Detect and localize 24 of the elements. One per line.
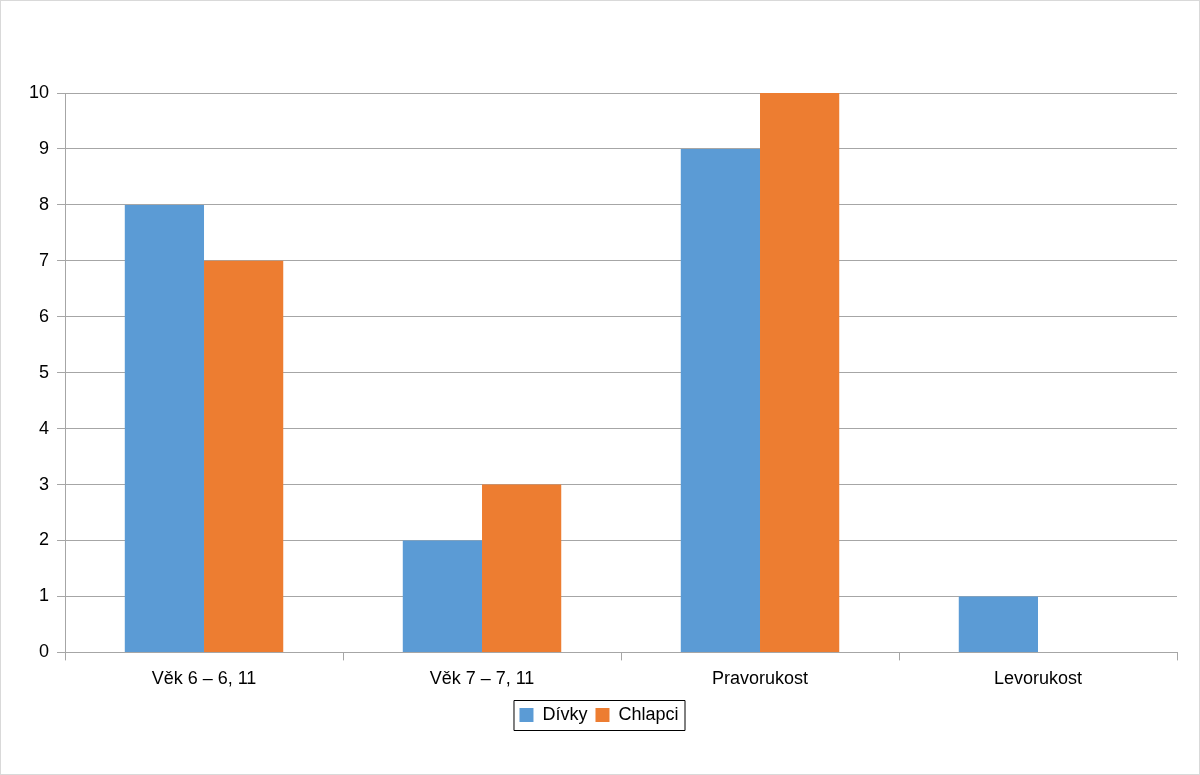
bar [958, 596, 1038, 652]
y-tick-label: 5 [39, 361, 50, 382]
y-tick-label: 2 [39, 529, 50, 550]
legend-label: Chlapci [618, 703, 679, 724]
bar [482, 484, 562, 652]
bar [402, 540, 483, 652]
bar [124, 204, 205, 652]
y-tick-label: 4 [39, 417, 50, 438]
y-tick-label: 7 [39, 249, 50, 270]
bar [760, 93, 840, 652]
y-tick-label: 0 [39, 641, 50, 662]
legend-label: Dívky [542, 703, 588, 724]
y-tick-label: 8 [39, 193, 50, 214]
x-tick-label: Levorukost [993, 668, 1083, 689]
y-tick-label: 6 [39, 305, 50, 326]
x-tick-label: Věk 7 – 7, 11 [429, 668, 535, 689]
y-tick-label: 3 [39, 473, 50, 494]
bar [204, 260, 284, 652]
y-tick-label: 10 [28, 81, 50, 102]
y-tick-label: 1 [39, 585, 50, 606]
y-tick-label: 9 [39, 137, 50, 158]
x-tick-label: Věk 6 – 6, 11 [151, 668, 257, 689]
bar [680, 148, 761, 652]
x-tick-label: Pravorukost [711, 668, 809, 689]
